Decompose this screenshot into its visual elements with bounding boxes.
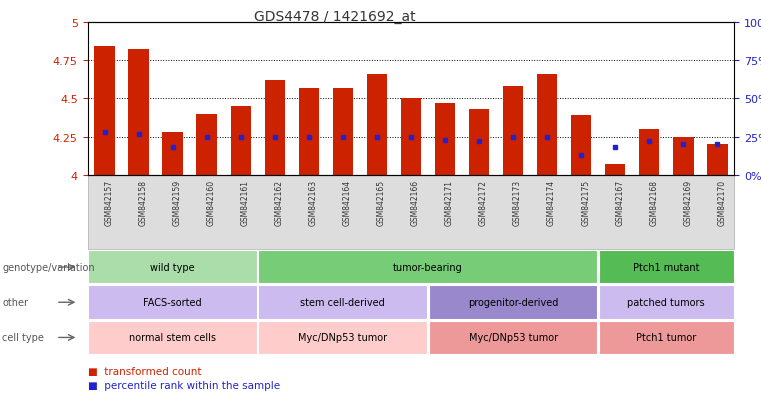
Text: GSM842166: GSM842166 bbox=[411, 180, 420, 225]
Bar bbox=[129, 50, 149, 176]
Text: GSM842163: GSM842163 bbox=[309, 180, 318, 225]
Text: ■  transformed count: ■ transformed count bbox=[88, 366, 201, 376]
Bar bbox=[673, 138, 693, 176]
Text: GSM842175: GSM842175 bbox=[581, 180, 591, 225]
Text: GSM842157: GSM842157 bbox=[104, 180, 113, 225]
Bar bbox=[162, 133, 183, 176]
Text: GSM842161: GSM842161 bbox=[240, 180, 250, 225]
Bar bbox=[537, 75, 557, 176]
Bar bbox=[571, 116, 591, 176]
Text: cell type: cell type bbox=[2, 332, 44, 343]
Bar bbox=[503, 87, 524, 176]
Text: ■  percentile rank within the sample: ■ percentile rank within the sample bbox=[88, 380, 279, 390]
Text: normal stem cells: normal stem cells bbox=[129, 332, 216, 343]
Text: GSM842164: GSM842164 bbox=[343, 180, 352, 225]
Text: GSM842158: GSM842158 bbox=[139, 180, 148, 225]
Text: GSM842172: GSM842172 bbox=[479, 180, 488, 225]
Text: GSM842171: GSM842171 bbox=[445, 180, 454, 225]
Bar bbox=[196, 114, 217, 176]
Bar bbox=[435, 104, 455, 176]
Text: tumor-bearing: tumor-bearing bbox=[393, 262, 463, 273]
Bar bbox=[605, 165, 626, 176]
Bar bbox=[367, 75, 387, 176]
Text: other: other bbox=[2, 297, 28, 308]
Bar bbox=[298, 88, 319, 176]
Text: Ptch1 mutant: Ptch1 mutant bbox=[633, 262, 699, 273]
Text: GDS4478 / 1421692_at: GDS4478 / 1421692_at bbox=[254, 10, 416, 24]
Text: wild type: wild type bbox=[151, 262, 195, 273]
Bar bbox=[469, 110, 489, 176]
Text: GSM842170: GSM842170 bbox=[718, 180, 726, 225]
Text: GSM842167: GSM842167 bbox=[615, 180, 624, 225]
Text: Myc/DNp53 tumor: Myc/DNp53 tumor bbox=[298, 332, 387, 343]
Text: GSM842159: GSM842159 bbox=[173, 180, 182, 225]
Bar bbox=[333, 88, 353, 176]
Text: Ptch1 tumor: Ptch1 tumor bbox=[636, 332, 696, 343]
Bar bbox=[707, 145, 728, 176]
Bar bbox=[265, 81, 285, 176]
Text: GSM842160: GSM842160 bbox=[207, 180, 215, 225]
Text: patched tumors: patched tumors bbox=[628, 297, 705, 308]
Text: progenitor-derived: progenitor-derived bbox=[468, 297, 559, 308]
Text: GSM842174: GSM842174 bbox=[547, 180, 556, 225]
Text: GSM842168: GSM842168 bbox=[649, 180, 658, 225]
Bar bbox=[94, 47, 115, 176]
Text: GSM842169: GSM842169 bbox=[683, 180, 693, 225]
Text: genotype/variation: genotype/variation bbox=[2, 262, 95, 273]
Text: FACS-sorted: FACS-sorted bbox=[143, 297, 202, 308]
Text: stem cell-derived: stem cell-derived bbox=[301, 297, 385, 308]
Bar bbox=[639, 130, 660, 176]
Text: GSM842162: GSM842162 bbox=[275, 180, 284, 225]
Text: Myc/DNp53 tumor: Myc/DNp53 tumor bbox=[469, 332, 558, 343]
Text: GSM842173: GSM842173 bbox=[513, 180, 522, 225]
Bar bbox=[401, 99, 421, 176]
Bar bbox=[231, 107, 251, 176]
Text: GSM842165: GSM842165 bbox=[377, 180, 386, 225]
